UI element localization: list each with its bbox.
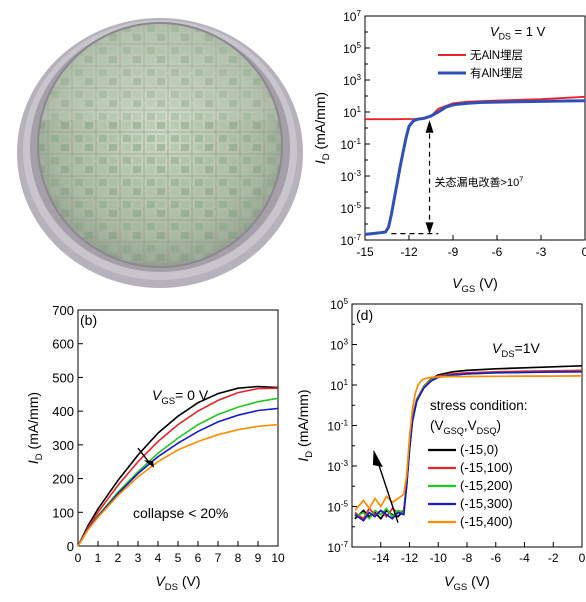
chart-b-condition-label: VGS= 0 V xyxy=(152,387,209,407)
chart-b-series-line xyxy=(77,385,279,547)
chart-d-xtick-label: -2 xyxy=(548,551,559,565)
chart-b-ytick-label: 700 xyxy=(52,303,74,318)
chart-b-panel-label: (b) xyxy=(80,312,97,328)
chart-b-ytick-label: 100 xyxy=(52,505,74,520)
chart-d-xtick-label: -8 xyxy=(462,551,473,565)
chart-a-ytick-label: 103 xyxy=(343,73,361,88)
chart-a-ytick-label: 10-1 xyxy=(340,137,361,152)
chart-a-series-line xyxy=(364,99,586,236)
chart-d-svg: -14 -12 -10 -8 -6 -4 -2 0 10-7 10-5 10-3 10-1 101 103… xyxy=(295,297,586,593)
chart-d-ytick-label: 10-7 xyxy=(327,540,348,555)
chart-d-ytick-label: 105 xyxy=(330,297,348,312)
chart-d-ytick-label: 103 xyxy=(330,337,348,352)
chart-a-xtick-label: 0 xyxy=(582,245,586,259)
chart-a-xtick-label: -15 xyxy=(356,245,374,259)
chart-b-series-line xyxy=(77,423,279,547)
chart-d-xtick-label: -6 xyxy=(490,551,501,565)
chart-b-output-linear: 0 1 2 3 4 5 6 7 8 9 10 0 100 200 300 400 500 600 700 (b) VGS… xyxy=(0,296,296,597)
chart-b-series-line xyxy=(77,387,279,547)
chart-b-xtick-label: 8 xyxy=(235,551,242,565)
chart-b-xtick-label: 10 xyxy=(271,551,285,565)
chart-d-legend-label: (-15,100) xyxy=(460,460,513,475)
chart-d-stress-transfer-log: -14 -12 -10 -8 -6 -4 -2 0 10-7 10-5 10-3 10-1 101 103… xyxy=(295,296,586,597)
chart-a-xlabel: VGS (V) xyxy=(452,275,498,295)
chart-a-ytick-label: 107 xyxy=(343,9,361,24)
chart-b-xtick-label: 0 xyxy=(75,551,82,565)
chart-b-ytick-label: 0 xyxy=(67,539,74,554)
wafer-photo xyxy=(17,18,303,288)
chart-d-xtick-label: -4 xyxy=(519,551,530,565)
chart-a-annotation-arrow-down xyxy=(425,222,434,235)
chart-b-xtick-label: 3 xyxy=(135,551,142,565)
chart-a-legend-label: 有AlN埋层 xyxy=(470,66,523,80)
chart-d-legend-label: (-15,300) xyxy=(460,496,513,511)
chart-b-xtick-label: 1 xyxy=(95,551,102,565)
chart-d-panel-label: (d) xyxy=(356,307,373,323)
chart-a-ytick-label: 101 xyxy=(343,105,361,120)
chart-a-xtick-label: -6 xyxy=(492,245,503,259)
chart-b-xtick-label: 4 xyxy=(155,551,162,565)
chart-d-series-line xyxy=(354,375,583,512)
chart-d-ytick-label: 10-1 xyxy=(327,418,348,433)
chart-d-series-line xyxy=(354,370,583,522)
chart-b-ytick-label: 600 xyxy=(52,337,74,352)
chart-b-xtick-label: 2 xyxy=(115,551,122,565)
chart-b-xtick-label: 5 xyxy=(175,551,182,565)
chart-d-legend-subtitle: (VGSQ,VDSQ) xyxy=(430,418,501,436)
chart-d-ytick-label: 10-3 xyxy=(327,459,348,474)
chart-d-legend-title: stress condition: xyxy=(430,398,528,413)
chart-d-ytick-label: 101 xyxy=(330,378,348,393)
chart-b-ylabel: ID (mA/mm) xyxy=(25,392,45,464)
chart-a-ytick-label: 105 xyxy=(343,41,361,56)
chart-a-ytick-label: 10-3 xyxy=(340,169,361,184)
chart-a-xtick-label: -9 xyxy=(448,245,459,259)
chart-b-xlabel: VDS (V) xyxy=(155,573,200,593)
chart-d-condition-label: VDS=1V xyxy=(492,340,541,360)
chart-a-condition-label: VDS = 1 V xyxy=(490,24,546,42)
chart-a-ytick-label: 10-7 xyxy=(340,233,361,248)
chart-d-xtick-label: 0 xyxy=(579,551,586,565)
chart-b-xtick-label: 6 xyxy=(195,551,202,565)
wafer-photo-panel xyxy=(0,0,320,305)
chart-d-arrow-line xyxy=(377,461,399,523)
chart-b-ytick-label: 500 xyxy=(52,370,74,385)
chart-d-xtick-label: -12 xyxy=(401,551,419,565)
chart-b-annotation-text: collapse < 20% xyxy=(133,505,228,521)
chart-a-ylabel: ID (mA/mm) xyxy=(315,92,332,164)
chart-d-arrow-head xyxy=(372,449,383,467)
chart-d-xlabel: VGS (V) xyxy=(444,573,490,593)
chart-a-svg: -15 -12 -9 -6 -3 0 10-7 10-5 10-3 10-1 101 103 105 10… xyxy=(312,9,586,295)
chart-a-ytick-label: 10-5 xyxy=(340,201,361,216)
chart-b-ytick-label: 400 xyxy=(52,404,74,419)
chart-d-ytick-label: 10-5 xyxy=(327,499,348,514)
chart-a-annotation-arrow-up xyxy=(425,120,434,133)
chart-a-transfer-log: -15 -12 -9 -6 -3 0 10-7 10-5 10-3 10-1 101 103 105 10… xyxy=(312,0,586,300)
chart-a-legend-label: 无AlN埋层 xyxy=(470,49,523,62)
chart-a-annotation-text: 关态漏电改善>107 xyxy=(435,174,524,189)
chart-b-series-line xyxy=(77,397,279,547)
chart-d-legend-label: (-15,400) xyxy=(460,514,513,529)
chart-b-ytick-label: 300 xyxy=(52,438,74,453)
chart-b-ytick-label: 200 xyxy=(52,472,74,487)
chart-b-series-line xyxy=(77,407,279,547)
chart-a-xtick-label: -3 xyxy=(536,245,547,259)
chart-b-xtick-label: 7 xyxy=(215,551,222,565)
chart-b-xtick-label: 9 xyxy=(255,551,262,565)
chart-d-legend-label: (-15,200) xyxy=(460,478,513,493)
chart-d-xtick-label: -10 xyxy=(430,551,448,565)
chart-d-legend-label: (-15,0) xyxy=(460,442,498,457)
chart-a-xtick-label: -12 xyxy=(400,245,418,259)
chart-d-xtick-label: -14 xyxy=(372,551,390,565)
chart-b-svg: 0 1 2 3 4 5 6 7 8 9 100100200300400500600700(b)VGS… xyxy=(25,303,285,593)
chart-d-ylabel: ID (mA/mm) xyxy=(296,389,315,461)
